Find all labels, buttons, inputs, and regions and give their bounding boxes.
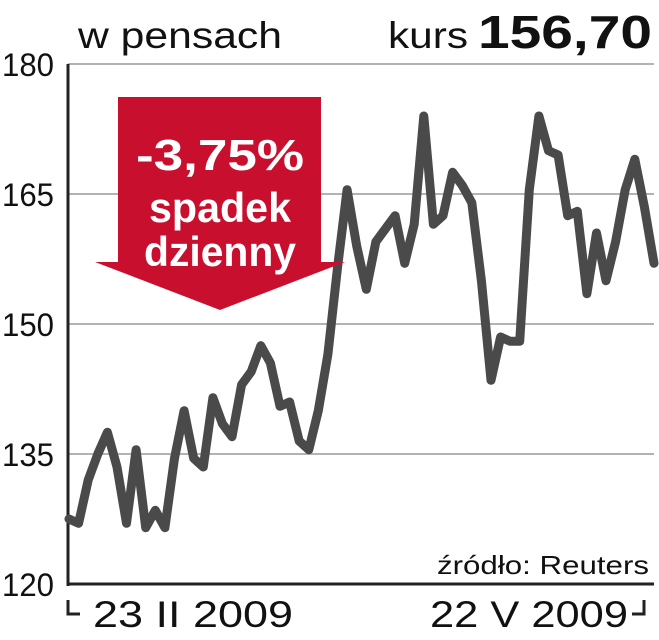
y-tick-label-165: 165 — [2, 177, 54, 213]
y-tick-label-135: 135 — [2, 437, 54, 473]
x-axis-start-bracket — [66, 600, 80, 616]
x-label-start: 23 II 2009 — [93, 594, 293, 635]
y-axis: 120 135 150 165 180 — [2, 47, 54, 603]
x-label-end: 22 V 2009 — [430, 594, 628, 635]
x-axis-end-bracket — [632, 600, 646, 616]
kurs-label: kurs — [388, 15, 468, 56]
badge-spadek: spadek — [149, 184, 292, 231]
source-label: źródło: Reuters — [437, 550, 649, 580]
daily-change-badge: -3,75% spadek dzienny — [95, 97, 345, 310]
unit-label: w pensach — [77, 15, 282, 56]
kurs-value: 156,70 — [478, 6, 652, 58]
badge-dzienny: dzienny — [144, 228, 297, 275]
y-tick-label-180: 180 — [2, 47, 54, 83]
price-line — [64, 111, 659, 533]
arrow-shape — [95, 97, 345, 310]
y-tick-label-120: 120 — [2, 567, 54, 603]
badge-percent: -3,75% — [136, 131, 304, 180]
y-tick-label-150: 150 — [2, 307, 54, 343]
